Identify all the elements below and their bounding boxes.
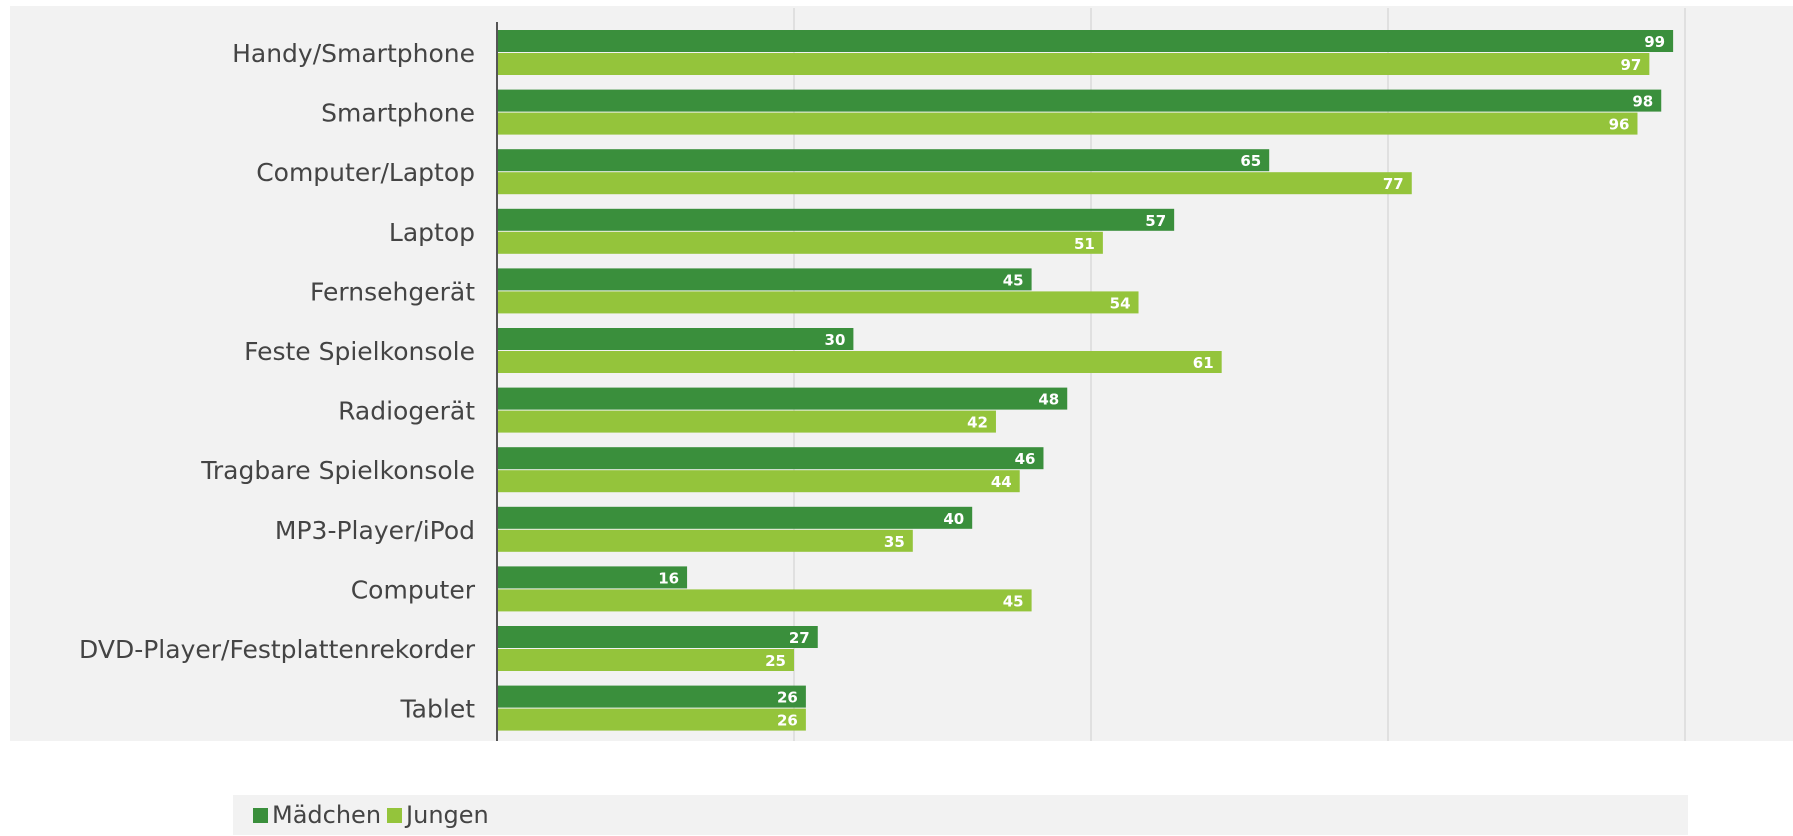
category-label: Computer/Laptop (256, 158, 475, 187)
category-label: Radiogerät (338, 397, 475, 426)
data-label: 26 (777, 689, 798, 707)
data-label: 51 (1074, 235, 1095, 253)
category-label: Tablet (400, 695, 476, 724)
bar-maedchen (497, 685, 806, 708)
bar-jungen (497, 112, 1638, 135)
bar-jungen (497, 231, 1103, 254)
legend: Mädchen Jungen (233, 795, 1688, 835)
category-label: Laptop (389, 218, 475, 247)
category-label: Feste Spielkonsole (244, 337, 475, 366)
bar-jungen (497, 410, 996, 433)
data-label: 99 (1644, 33, 1665, 51)
legend-item-maedchen: Mädchen (253, 801, 381, 829)
bar-maedchen (497, 506, 973, 529)
data-label: 45 (1003, 271, 1024, 289)
bar-jungen (497, 589, 1032, 612)
data-label: 26 (777, 712, 798, 730)
data-label: 61 (1193, 354, 1214, 372)
category-label: DVD-Player/Festplattenrekorder (79, 635, 476, 664)
data-label: 48 (1038, 391, 1059, 409)
bar-maedchen (497, 626, 818, 648)
category-label: Computer (351, 575, 476, 604)
category-label: Handy/Smartphone (232, 39, 475, 68)
bar-jungen (497, 649, 794, 671)
data-label: 40 (943, 510, 964, 528)
data-label: 57 (1145, 212, 1166, 230)
data-label: 25 (765, 652, 786, 670)
data-label: 42 (967, 414, 988, 432)
bar-jungen (497, 529, 913, 552)
category-label: Tragbare Spielkonsole (200, 456, 475, 485)
data-label: 30 (825, 331, 846, 349)
bar-jungen (497, 708, 806, 731)
bar-maedchen (497, 387, 1068, 410)
data-label: 35 (884, 533, 905, 551)
legend-label-jungen: Jungen (406, 801, 489, 829)
legend-swatch-jungen (387, 807, 403, 823)
bar-maedchen (497, 89, 1662, 112)
bar-jungen (497, 291, 1139, 314)
bar-maedchen (497, 328, 854, 350)
data-label: 46 (1015, 450, 1036, 468)
bar-maedchen (497, 30, 1674, 52)
legend-label-maedchen: Mädchen (272, 801, 382, 829)
category-label: Fernsehgerät (310, 277, 475, 306)
bar-maedchen (497, 268, 1032, 291)
data-label: 27 (789, 629, 810, 647)
bar-jungen (497, 351, 1222, 373)
bar-jungen (497, 53, 1650, 75)
data-label: 98 (1632, 93, 1653, 111)
legend-swatch-maedchen (253, 807, 268, 823)
data-label: 44 (991, 473, 1012, 491)
bar-maedchen (497, 566, 688, 589)
bar-jungen (497, 470, 1020, 493)
legend-item-jungen: Jungen (387, 801, 489, 829)
data-label: 16 (658, 569, 679, 587)
bar-maedchen (497, 208, 1175, 231)
data-label: 96 (1609, 116, 1630, 134)
bar-jungen (497, 172, 1412, 195)
data-label: 97 (1620, 56, 1641, 74)
bar-maedchen (497, 149, 1270, 172)
data-label: 54 (1110, 294, 1131, 312)
data-label: 65 (1240, 152, 1261, 170)
category-label: Smartphone (321, 99, 475, 128)
data-label: 45 (1003, 592, 1024, 610)
category-label: MP3-Player/iPod (275, 516, 475, 545)
bar-maedchen (497, 447, 1044, 470)
data-label: 77 (1383, 175, 1404, 193)
